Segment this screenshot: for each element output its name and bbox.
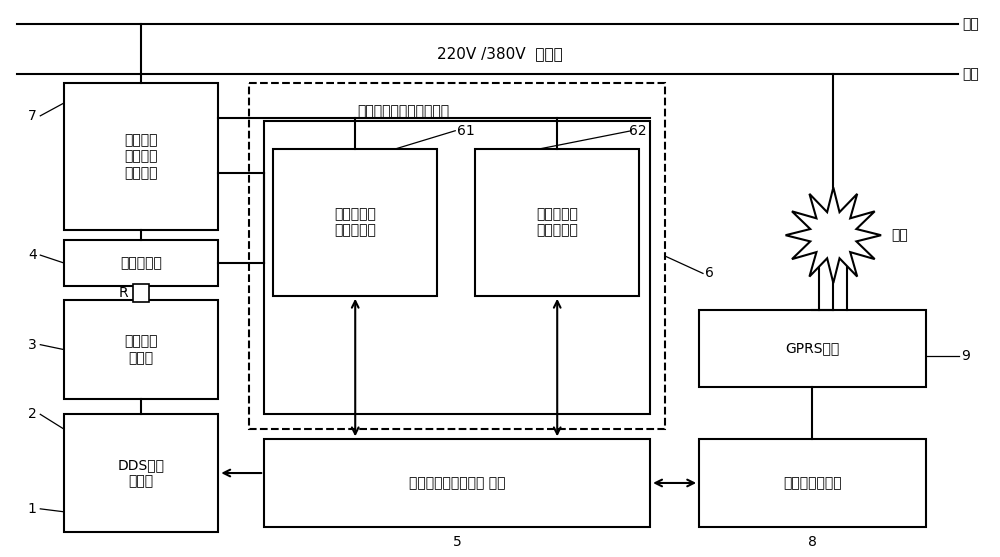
Text: 高频功率
放大器: 高频功率 放大器 <box>125 335 158 365</box>
Text: 火线: 火线 <box>963 17 979 31</box>
Text: R: R <box>119 286 128 300</box>
Text: 校正单元
失谐电路
耦合单元: 校正单元 失谐电路 耦合单元 <box>125 134 158 180</box>
Text: 4: 4 <box>28 248 37 262</box>
Bar <box>64 83 218 230</box>
Bar <box>273 149 437 296</box>
Text: 嵌入式信号采集处理 系统: 嵌入式信号采集处理 系统 <box>409 476 505 490</box>
Text: 地线: 地线 <box>963 67 979 81</box>
Bar <box>64 240 218 286</box>
Text: 载波阻抗虚
部测试单元: 载波阻抗虚 部测试单元 <box>536 207 578 237</box>
Text: 7: 7 <box>28 109 37 123</box>
Text: 高频变压器: 高频变压器 <box>120 256 162 270</box>
Bar <box>64 300 218 399</box>
Text: 62: 62 <box>629 124 647 138</box>
Text: GPRS模块: GPRS模块 <box>785 341 840 356</box>
Bar <box>699 439 926 527</box>
Bar <box>699 310 926 388</box>
Bar <box>475 149 639 296</box>
Text: 自由坐标轴矢量测试单元: 自由坐标轴矢量测试单元 <box>357 104 450 118</box>
Bar <box>64 414 218 532</box>
Text: 天线: 天线 <box>891 228 908 242</box>
Text: 9: 9 <box>961 349 970 363</box>
Text: 1: 1 <box>28 502 37 516</box>
Text: 3: 3 <box>28 338 37 351</box>
Bar <box>264 439 650 527</box>
Text: 5: 5 <box>453 535 462 549</box>
Text: 61: 61 <box>457 124 475 138</box>
Bar <box>264 121 650 414</box>
Text: DDS载波
信号源: DDS载波 信号源 <box>118 458 165 488</box>
Text: 嵌入式通信单元: 嵌入式通信单元 <box>783 476 842 490</box>
Bar <box>249 83 665 429</box>
Text: 6: 6 <box>705 266 714 280</box>
Text: 220V /380V  电力线: 220V /380V 电力线 <box>437 47 563 62</box>
Text: 2: 2 <box>28 407 37 421</box>
Bar <box>133 284 149 302</box>
Text: 8: 8 <box>808 535 817 549</box>
Text: 载波阻抗实
部测试单元: 载波阻抗实 部测试单元 <box>334 207 376 237</box>
Polygon shape <box>786 188 881 283</box>
